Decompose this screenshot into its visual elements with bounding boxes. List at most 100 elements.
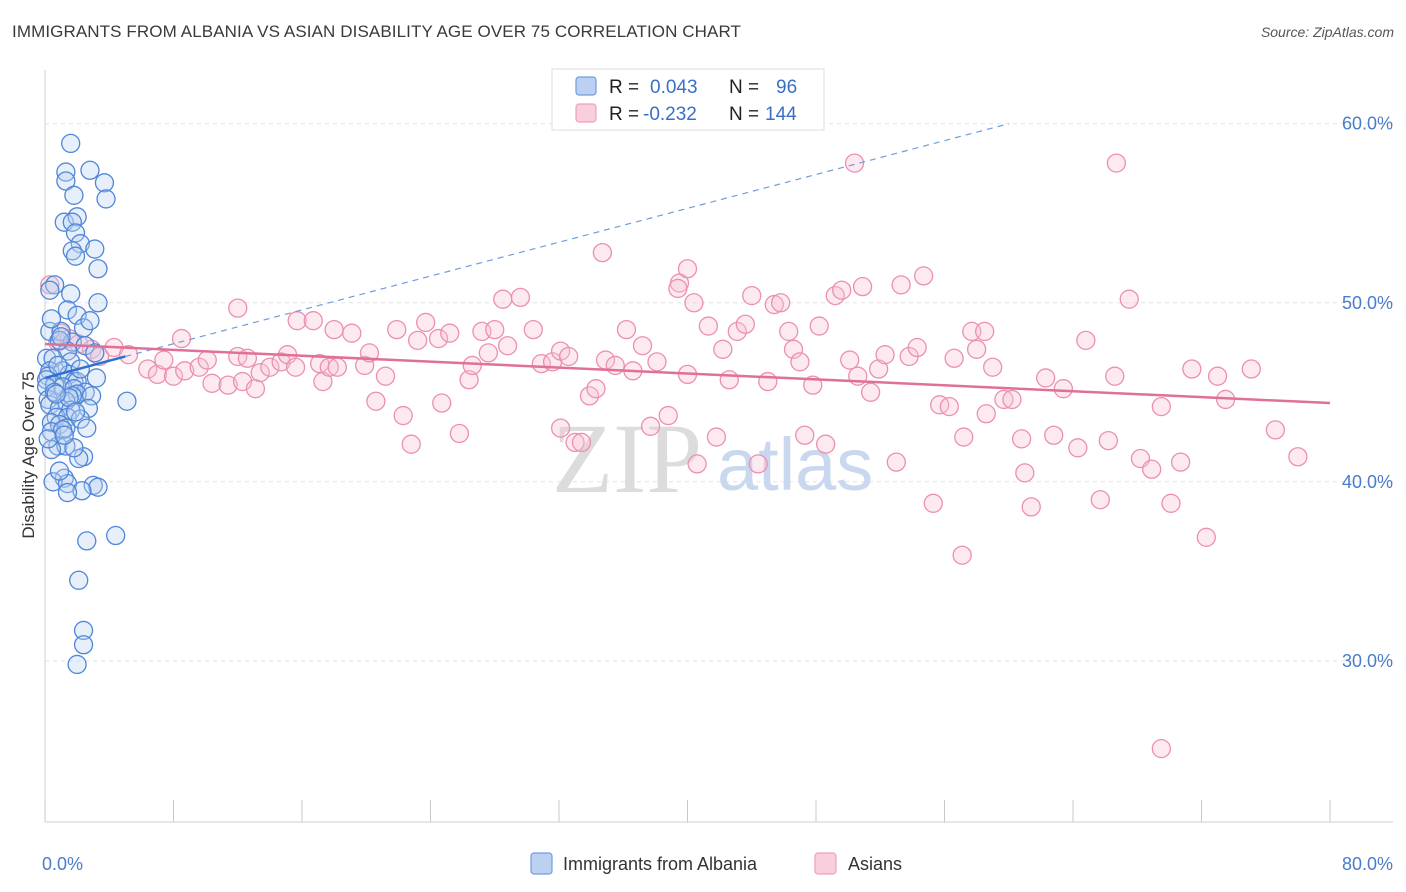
- point-albania: [81, 386, 102, 406]
- point-albania: [80, 160, 100, 180]
- point-albania: [41, 309, 62, 329]
- point-albania: [73, 620, 94, 641]
- point-asians: [324, 319, 344, 340]
- point-albania: [85, 239, 105, 259]
- legend-n-value-pink: 144: [765, 104, 797, 125]
- point-asians: [285, 357, 306, 377]
- legend-r-label-pink: R =: [609, 104, 639, 125]
- point-asians: [779, 321, 799, 342]
- point-asians: [260, 357, 280, 377]
- bottom-legend-swatch-blue: [530, 852, 553, 875]
- point-asians: [1142, 459, 1162, 479]
- top-legend: R = 0.043 N = 96 R = -0.232 N = 144: [551, 68, 825, 131]
- point-asians: [245, 379, 266, 399]
- point-albania: [51, 327, 71, 347]
- point-asians: [592, 242, 613, 263]
- point-asians: [658, 405, 678, 426]
- point-asians: [832, 280, 852, 300]
- point-albania: [77, 418, 97, 438]
- watermark-atlas: atlas: [717, 423, 873, 506]
- bottom-legend: Immigrants from Albania Asians: [530, 852, 902, 875]
- legend-n-label-blue: N =: [729, 77, 759, 98]
- point-albania: [65, 402, 86, 422]
- point-asians: [1265, 420, 1286, 440]
- y-axis-title: Disability Age Over 75: [19, 371, 38, 538]
- point-asians: [687, 454, 707, 474]
- point-albania: [41, 439, 62, 460]
- point-asians: [287, 311, 307, 331]
- point-asians: [748, 454, 768, 474]
- point-asians: [930, 395, 950, 415]
- point-asians: [783, 339, 804, 359]
- point-asians: [860, 382, 881, 402]
- point-asians: [147, 364, 168, 385]
- point-asians: [790, 352, 810, 372]
- point-asians: [975, 321, 995, 342]
- point-asians: [510, 287, 531, 308]
- point-asians: [698, 316, 719, 336]
- point-asians: [478, 343, 498, 363]
- point-asians: [497, 336, 518, 356]
- point-asians: [684, 293, 704, 313]
- y-tick-label: 40.0%: [1342, 472, 1393, 492]
- trend-line-albania: [44, 355, 126, 380]
- x-tick-label-min: 0.0%: [42, 854, 83, 874]
- point-asians: [189, 357, 209, 377]
- point-albania: [57, 300, 78, 320]
- bottom-legend-label-asians: Asians: [848, 854, 902, 874]
- point-asians: [1090, 490, 1110, 510]
- point-asians: [891, 275, 911, 295]
- point-asians: [485, 319, 505, 340]
- point-asians: [387, 319, 407, 340]
- point-asians: [923, 493, 943, 513]
- legend-n-value-blue: 96: [776, 77, 797, 98]
- source-label: Source: ZipAtlas.com: [1260, 24, 1394, 40]
- point-albania: [61, 284, 81, 304]
- chart-title: IMMIGRANTS FROM ALBANIA VS ASIAN DISABIL…: [12, 22, 742, 41]
- point-asians: [571, 432, 592, 453]
- point-asians: [735, 314, 755, 334]
- point-asians: [459, 370, 479, 390]
- point-albania: [85, 343, 105, 363]
- point-albania: [73, 635, 94, 655]
- point-asians: [202, 373, 222, 393]
- point-asians: [944, 348, 964, 368]
- legend-box: [551, 68, 825, 131]
- point-asians: [616, 319, 637, 340]
- point-asians: [994, 389, 1014, 410]
- point-albania: [65, 246, 86, 266]
- point-asians: [1182, 359, 1202, 379]
- y-tick-labels: 30.0% 40.0% 50.0% 60.0%: [1342, 114, 1393, 671]
- point-asians: [218, 375, 238, 395]
- point-asians: [1196, 527, 1216, 547]
- point-asians: [1207, 366, 1228, 386]
- point-asians: [983, 357, 1003, 377]
- point-albania: [77, 531, 97, 551]
- point-asians: [939, 396, 959, 417]
- point-asians: [966, 339, 987, 359]
- point-asians: [1036, 368, 1056, 388]
- point-asians: [228, 298, 248, 318]
- point-asians: [1002, 389, 1022, 410]
- point-asians: [432, 393, 452, 413]
- point-asians: [1021, 497, 1041, 517]
- point-asians: [742, 285, 762, 306]
- point-albania: [57, 482, 78, 503]
- legend-swatch-blue: [575, 76, 597, 96]
- point-asians: [154, 350, 174, 370]
- point-albania: [64, 185, 84, 205]
- point-asians: [758, 371, 778, 392]
- bottom-legend-label-albania: Immigrants from Albania: [563, 854, 758, 874]
- point-asians: [840, 350, 860, 370]
- point-asians: [1068, 438, 1088, 458]
- point-asians: [313, 371, 333, 392]
- point-albania: [72, 481, 92, 501]
- point-albania: [62, 241, 82, 261]
- point-asians: [1241, 359, 1261, 379]
- point-asians: [375, 366, 396, 386]
- point-asians: [954, 427, 974, 447]
- point-albania: [69, 570, 89, 590]
- point-asians: [342, 323, 362, 343]
- point-asians: [976, 404, 996, 424]
- point-asians: [868, 359, 889, 379]
